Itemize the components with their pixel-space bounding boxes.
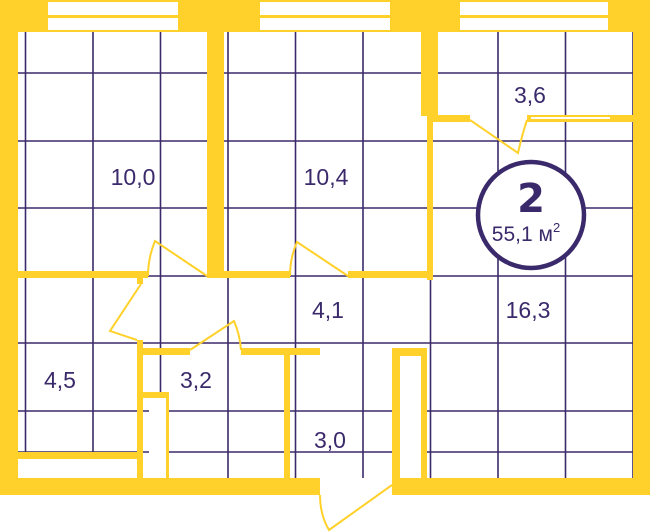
room-area-label: 3,2 xyxy=(180,367,212,393)
door-wc xyxy=(189,319,242,351)
total-area: 55,1 м2 xyxy=(492,220,560,246)
room-area-label: 10,0 xyxy=(111,164,156,190)
room-area-label: 4,1 xyxy=(312,297,344,323)
room-area-label: 4,5 xyxy=(44,367,76,393)
window xyxy=(260,18,390,30)
window xyxy=(260,2,390,15)
room-area-label: 10,4 xyxy=(304,164,349,190)
closet-inner xyxy=(400,356,421,478)
badge-circle xyxy=(475,159,587,271)
window xyxy=(460,18,608,30)
niche xyxy=(18,458,137,478)
room-area-label: 3,0 xyxy=(314,427,346,453)
door-bedroom-2 xyxy=(289,240,349,277)
room-area-label: 16,3 xyxy=(506,297,551,323)
doors xyxy=(108,119,528,532)
rooms-count: 2 xyxy=(517,176,545,222)
door-entrance xyxy=(319,484,393,532)
window xyxy=(460,2,608,15)
windows xyxy=(48,2,610,119)
room-area-label: 3,6 xyxy=(514,82,546,108)
door-bedroom-1 xyxy=(147,239,208,277)
window xyxy=(48,2,178,15)
apartment-badge: 2 55,1 м2 xyxy=(475,159,587,271)
door-bathroom xyxy=(469,119,528,155)
window xyxy=(48,18,178,30)
window xyxy=(531,117,610,119)
door-storage xyxy=(108,283,142,341)
closet-inner xyxy=(149,398,166,478)
